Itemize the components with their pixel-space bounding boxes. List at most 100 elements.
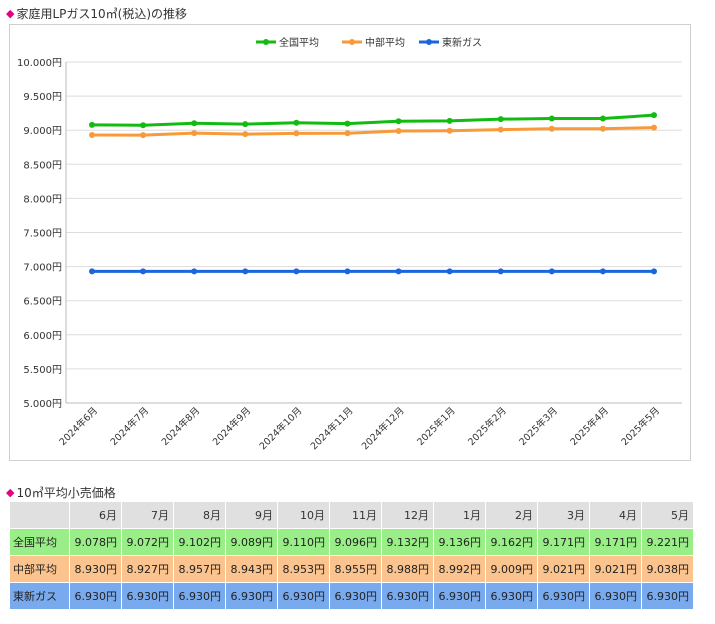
- x-tick-label: 2025年4月: [568, 405, 611, 448]
- price-cell: 6.930円: [69, 582, 122, 610]
- price-cell: 9.096円: [329, 528, 382, 556]
- data-point: [89, 131, 95, 138]
- column-header: 4月: [589, 501, 642, 529]
- data-point: [140, 132, 147, 139]
- column-header: 5月: [641, 501, 694, 529]
- price-cell: 6.930円: [589, 582, 642, 610]
- column-header: 9月: [225, 501, 278, 529]
- price-cell: 8.955円: [329, 555, 382, 583]
- price-cell: 8.927円: [121, 555, 174, 583]
- price-cell: 9.072円: [121, 528, 174, 556]
- data-point: [293, 130, 300, 137]
- column-header: 6月: [69, 501, 122, 529]
- table-title: ◆ 10㎥平均小売価格: [6, 484, 116, 501]
- data-point: [497, 116, 504, 123]
- data-point: [191, 268, 198, 275]
- data-point: [651, 124, 657, 131]
- y-tick-label: 7.000円: [23, 263, 62, 274]
- table-row: 全国平均 9.078円 9.072円 9.102円 9.089円 9.110円 9.096円…: [9, 528, 694, 556]
- data-point: [140, 268, 147, 275]
- data-point: [191, 130, 198, 137]
- diamond-bullet-icon: ◆: [6, 7, 15, 20]
- series-line-0: [91, 113, 655, 127]
- price-cell: 9.136円: [433, 528, 486, 556]
- data-point: [344, 268, 351, 275]
- price-cell: 6.930円: [225, 582, 278, 610]
- series-line-1: [91, 126, 655, 137]
- diamond-bullet-icon: ◆: [6, 486, 15, 499]
- y-tick-label: 10.000円: [17, 58, 62, 69]
- data-point: [293, 268, 300, 275]
- y-tick-label: 7.500円: [23, 229, 62, 240]
- x-tick-label: 2025年3月: [517, 405, 560, 448]
- column-header: 3月: [537, 501, 590, 529]
- x-tick-label: 2025年1月: [414, 405, 457, 448]
- y-tick-label: 6.000円: [23, 331, 62, 342]
- column-header: 10月: [277, 501, 330, 529]
- price-cell: 6.930円: [381, 582, 434, 610]
- x-tick-label: 2024年11月: [308, 405, 356, 453]
- data-point: [191, 120, 198, 127]
- price-cell: 6.930円: [537, 582, 590, 610]
- price-cell: 9.171円: [537, 528, 590, 556]
- x-tick-label: 2025年5月: [619, 405, 662, 448]
- chart-frame: 10.000円 9.500円 9.000円 8.500円 8.000円 7.500円 7.0…: [9, 24, 691, 461]
- data-point: [548, 125, 555, 132]
- data-point: [344, 130, 351, 137]
- price-cell: 9.110円: [277, 528, 330, 556]
- column-header: 11月: [329, 501, 382, 529]
- y-tick-label: 8.000円: [23, 194, 62, 205]
- data-point: [599, 125, 606, 132]
- data-point: [548, 268, 555, 275]
- data-point: [344, 120, 351, 127]
- column-header: 1月: [433, 501, 486, 529]
- price-cell: 6.930円: [121, 582, 174, 610]
- table-row: 中部平均 8.930円 8.927円 8.957円 8.943円 8.953円 8.955円…: [9, 555, 694, 583]
- price-cell: 9.171円: [589, 528, 642, 556]
- x-tick-label: 2024年6月: [57, 405, 100, 448]
- data-point: [548, 115, 555, 122]
- price-cell: 6.930円: [329, 582, 382, 610]
- column-header: 2月: [485, 501, 538, 529]
- price-cell: 9.009円: [485, 555, 538, 583]
- y-tick-label: 5.000円: [23, 399, 62, 410]
- data-point: [395, 128, 402, 135]
- column-header: 8月: [173, 501, 226, 529]
- x-tick-label: 2024年7月: [108, 405, 151, 448]
- price-cell: 9.021円: [589, 555, 642, 583]
- legend-swatch-dot: [426, 39, 432, 45]
- data-point: [599, 268, 606, 275]
- price-cell: 8.957円: [173, 555, 226, 583]
- price-cell: 6.930円: [485, 582, 538, 610]
- price-table: 6月 7月 8月 9月 10月 11月 12月 1月 2月 3月 4月 5月 全国平均 9.078円 9.…: [9, 501, 694, 610]
- x-tick-label: 2024年10月: [257, 405, 305, 453]
- data-point: [497, 268, 504, 275]
- data-point: [89, 121, 95, 128]
- data-point: [497, 126, 504, 133]
- price-cell: 9.021円: [537, 555, 590, 583]
- data-point: [651, 268, 657, 275]
- y-tick-label: 9.500円: [23, 92, 62, 103]
- price-cell: 9.221円: [641, 528, 694, 556]
- data-point: [293, 119, 300, 126]
- line-chart: 10.000円 9.500円 9.000円 8.500円 8.000円 7.500円 7.0…: [17, 36, 682, 453]
- legend-swatch-dot: [349, 39, 355, 45]
- y-tick-label: 8.500円: [23, 160, 62, 171]
- data-point: [395, 118, 402, 125]
- data-point: [446, 127, 453, 134]
- data-point: [242, 121, 249, 128]
- price-cell: 9.038円: [641, 555, 694, 583]
- table-row: 東新ガス 6.930円 6.930円 6.930円 6.930円 6.930円 6.930円…: [9, 582, 694, 610]
- data-point: [651, 112, 657, 119]
- x-tick-label: 2024年9月: [210, 405, 253, 448]
- x-tick-label: 2025年2月: [466, 405, 509, 448]
- price-cell: 9.078円: [69, 528, 122, 556]
- data-point: [395, 268, 402, 275]
- price-cell: 6.930円: [173, 582, 226, 610]
- price-cell: 8.953円: [277, 555, 330, 583]
- price-cell: 6.930円: [641, 582, 694, 610]
- legend-swatch-dot: [263, 39, 269, 45]
- data-point: [140, 122, 147, 129]
- y-tick-label: 5.500円: [23, 365, 62, 376]
- legend-label: 中部平均: [365, 36, 405, 49]
